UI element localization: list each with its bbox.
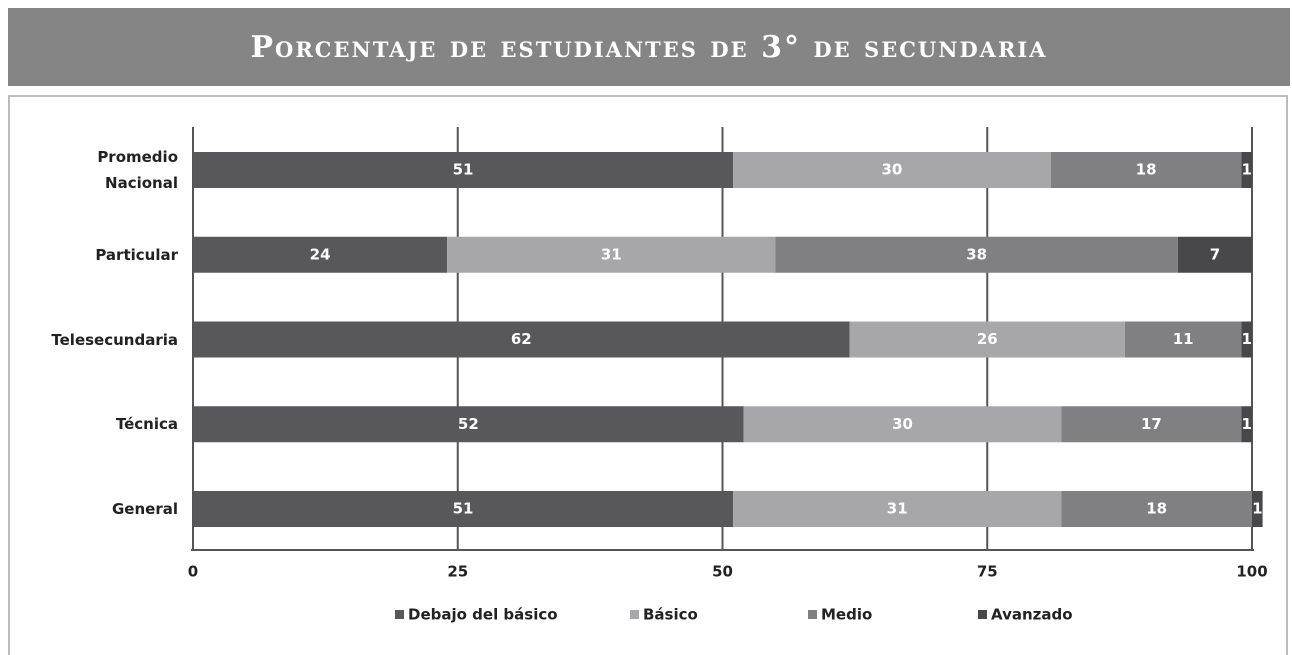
data-label: 30 (882, 161, 903, 179)
bar-segment (1050, 152, 1242, 188)
data-label: 24 (310, 245, 331, 263)
bar-segment (193, 236, 448, 273)
data-label: 1 (1241, 330, 1251, 348)
data-label: 31 (601, 245, 622, 263)
bar-segment (1252, 491, 1263, 527)
y-tick-label: Promedio Nacional (97, 148, 178, 192)
data-label: 51 (453, 161, 474, 179)
legend-swatch (978, 610, 987, 619)
x-tick-label: 25 (447, 563, 468, 581)
bar-segment (447, 236, 776, 273)
data-label: 1 (1241, 161, 1251, 179)
x-tick-label: 75 (977, 563, 998, 581)
chart-title: Porcentaje de estudiantes de 3° de secun… (8, 8, 1290, 86)
data-label: 18 (1146, 500, 1167, 518)
legend-swatch (630, 610, 639, 619)
bar-segment (193, 321, 850, 358)
bar-segment (1061, 406, 1242, 443)
data-label: 26 (977, 330, 998, 348)
bar-segment (1061, 491, 1252, 527)
bar-segment (733, 152, 1051, 188)
data-label: 17 (1141, 415, 1162, 433)
bar-segment (775, 236, 1178, 273)
data-label: 31 (887, 500, 908, 518)
bar-segment (193, 406, 744, 443)
legend-swatch (808, 610, 817, 619)
data-label: 52 (458, 415, 479, 433)
data-label: 62 (511, 330, 532, 348)
data-label: 38 (966, 245, 987, 263)
bar-segment (1177, 236, 1252, 273)
legend-label: Medio (821, 606, 872, 624)
legend-label: Debajo del básico (408, 606, 558, 624)
data-label: 7 (1210, 245, 1220, 263)
bar-segment (193, 152, 734, 188)
data-label: 11 (1173, 330, 1194, 348)
y-tick-label: Técnica (115, 415, 178, 434)
bar-segment (1241, 321, 1252, 358)
data-label: 18 (1136, 161, 1157, 179)
bar-segment (1241, 152, 1252, 188)
bar-segment (1241, 406, 1252, 443)
bar-segment (849, 321, 1125, 358)
data-label: 1 (1252, 500, 1262, 518)
y-tick-label: Telesecundaria (51, 330, 178, 349)
legend-label: Avanzado (991, 606, 1073, 624)
bar-segment (733, 491, 1062, 527)
legend-label: Básico (643, 606, 698, 624)
data-label: 51 (453, 500, 474, 518)
y-tick-label: Particular (95, 245, 178, 264)
y-tick-label: General (112, 500, 178, 518)
chart-frame (8, 95, 1288, 655)
data-label: 30 (892, 415, 913, 433)
x-tick-label: 0 (188, 563, 198, 581)
x-tick-label: 100 (1236, 563, 1267, 581)
legend-swatch (395, 610, 404, 619)
x-tick-label: 50 (712, 563, 733, 581)
data-label: 1 (1241, 415, 1251, 433)
bar-segment (193, 491, 734, 527)
bar-segment (743, 406, 1062, 443)
bar-segment (1124, 321, 1242, 358)
